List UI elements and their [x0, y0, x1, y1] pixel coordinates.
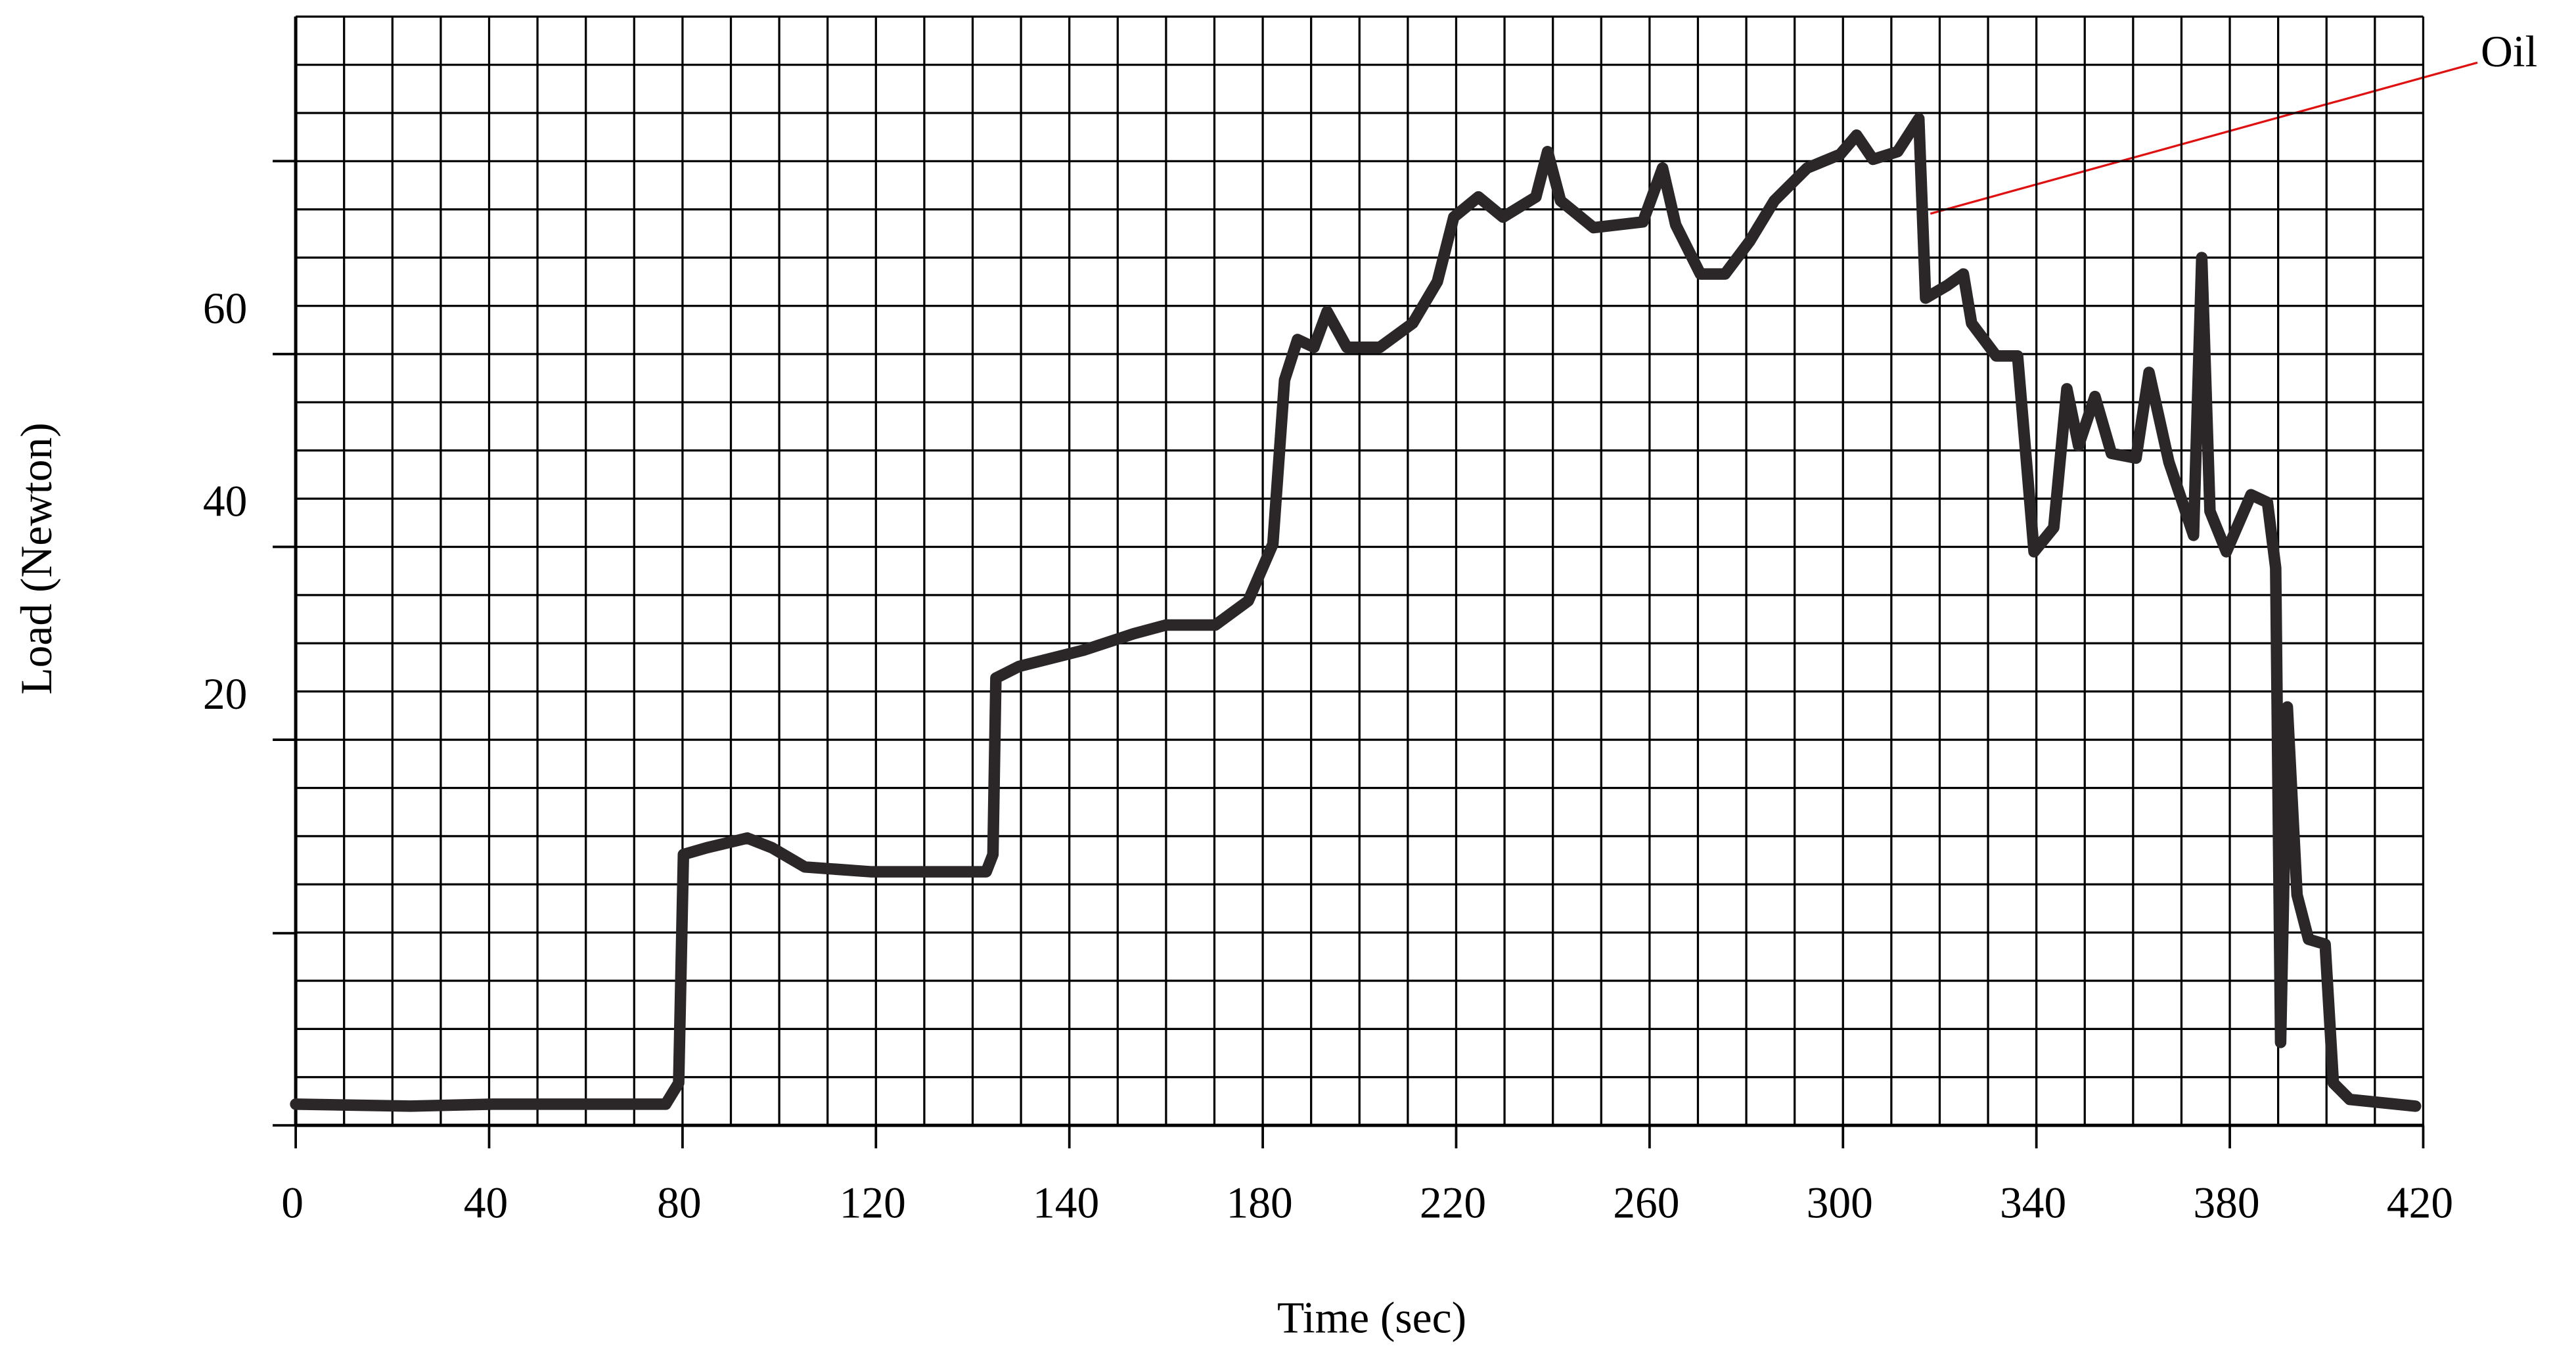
x-tick-label: 40	[464, 1178, 508, 1228]
x-tick-label: 220	[1420, 1178, 1486, 1228]
y-tick-label: 60	[203, 284, 248, 333]
x-tick-label: 340	[2000, 1178, 2066, 1228]
x-tick-label: 380	[2193, 1178, 2259, 1228]
annotation: Oil	[2481, 27, 2537, 76]
x-tick-label: 260	[1613, 1178, 1679, 1228]
x-tick-label: 300	[1807, 1178, 1873, 1228]
y-axis-title: Load (Newton)	[12, 422, 61, 694]
x-tick-label: 140	[1033, 1178, 1099, 1228]
x-tick-label: 0	[281, 1178, 304, 1228]
x-tick-label: 80	[657, 1178, 702, 1228]
y-tick-label: 40	[203, 476, 248, 526]
data-line	[290, 113, 2422, 1112]
annotation-leader	[1930, 61, 2478, 215]
x-tick-label: 420	[2387, 1178, 2453, 1228]
x-tick-label: 180	[1226, 1178, 1292, 1228]
x-axis-title: Time (sec)	[1277, 1293, 1466, 1343]
x-tick-label: 120	[840, 1178, 906, 1228]
y-tick-label: 20	[203, 669, 248, 719]
